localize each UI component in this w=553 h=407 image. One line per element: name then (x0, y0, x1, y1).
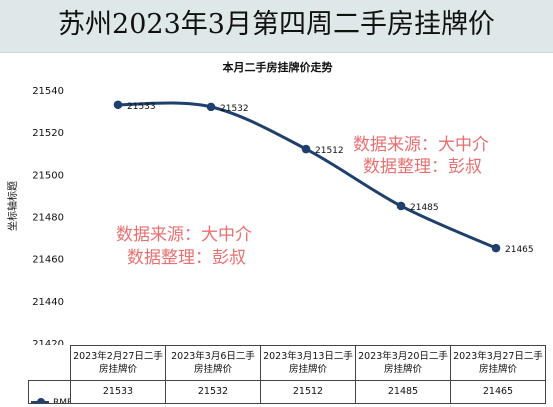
y-tick-label-2: 21440 (32, 297, 64, 308)
table-category-1: 2023年2月27日二手房挂牌价 (70, 345, 166, 381)
table-category-2-label: 2023年3月6日二手房挂牌价 (171, 351, 255, 375)
data-point-4 (396, 201, 406, 211)
table-value-5: 21465 (450, 380, 546, 404)
table-category-3-label: 2023年3月13日二手房挂牌价 (263, 351, 353, 375)
data-label-3: 21512 (315, 146, 344, 156)
table-category-3: 2023年3月13日二手房挂牌价 (260, 345, 356, 381)
data-points (113, 100, 501, 253)
legend-key-cell: RMB (28, 380, 71, 404)
title-banner: 苏州2023年3月第四周二手房挂牌价 (0, 0, 553, 53)
y-tick-label-5: 21500 (32, 170, 64, 181)
y-tick-label-4: 21480 (32, 213, 64, 224)
y-tick-label-1: 21420 (32, 339, 64, 350)
data-label-1: 21533 (127, 102, 156, 112)
table-category-5: 2023年3月27日二手房挂牌价 (450, 345, 546, 381)
table-category-4: 2023年3月20日二手房挂牌价 (355, 345, 451, 381)
table-header-row: 2023年2月27日二手房挂牌价 2023年3月6日二手房挂牌价 2023年3月… (28, 345, 546, 381)
page-title: 苏州2023年3月第四周二手房挂牌价 (58, 9, 495, 40)
table-value-2: 21532 (165, 380, 261, 404)
legend-series-name: RMB (53, 398, 70, 404)
table-category-4-label: 2023年3月20日二手房挂牌价 (358, 351, 448, 375)
watermark-source-middle: 数据来源：大中介 (116, 225, 252, 245)
data-point-1 (113, 100, 123, 110)
data-label-5: 21465 (505, 245, 534, 255)
data-label-2: 21532 (220, 104, 249, 114)
y-axis-ticks: 21420 21440 21460 21480 21500 21520 21540 (32, 86, 64, 350)
data-labels: 21533 21532 21512 21485 21465 (127, 102, 534, 255)
table-value-4: 21485 (355, 380, 451, 404)
chart-data-table: 2023年2月27日二手房挂牌价 2023年3月6日二手房挂牌价 2023年3月… (28, 345, 546, 404)
watermark-editor-upper: 数据整理：彭叔 (363, 157, 482, 177)
table-value-row: RMB 21533 21532 21512 21485 21465 (28, 380, 546, 404)
data-point-3 (301, 144, 311, 154)
table-value-1: 21533 (70, 380, 166, 404)
y-tick-label-7: 21540 (32, 86, 64, 97)
table-corner-cell (28, 345, 71, 381)
chart-title: 本月二手房挂牌价走势 (222, 61, 333, 74)
table-category-5-label: 2023年3月27日二手房挂牌价 (453, 351, 543, 375)
data-point-5 (491, 243, 501, 253)
data-label-4: 21485 (410, 203, 439, 213)
table-category-1-label: 2023年2月27日二手房挂牌价 (73, 351, 163, 375)
table-category-2: 2023年3月6日二手房挂牌价 (165, 345, 261, 381)
y-tick-label-3: 21460 (32, 255, 64, 266)
legend-point-marker (37, 398, 45, 403)
line-chart: 21420 21440 21460 21480 21500 21520 21540 2153… (32, 86, 534, 350)
table-value-3: 21512 (260, 380, 356, 404)
watermark-editor-middle: 数据整理：彭叔 (127, 248, 246, 268)
y-tick-label-6: 21520 (32, 128, 64, 139)
watermark-source-upper: 数据来源：大中介 (353, 135, 489, 155)
data-point-2 (206, 102, 216, 112)
